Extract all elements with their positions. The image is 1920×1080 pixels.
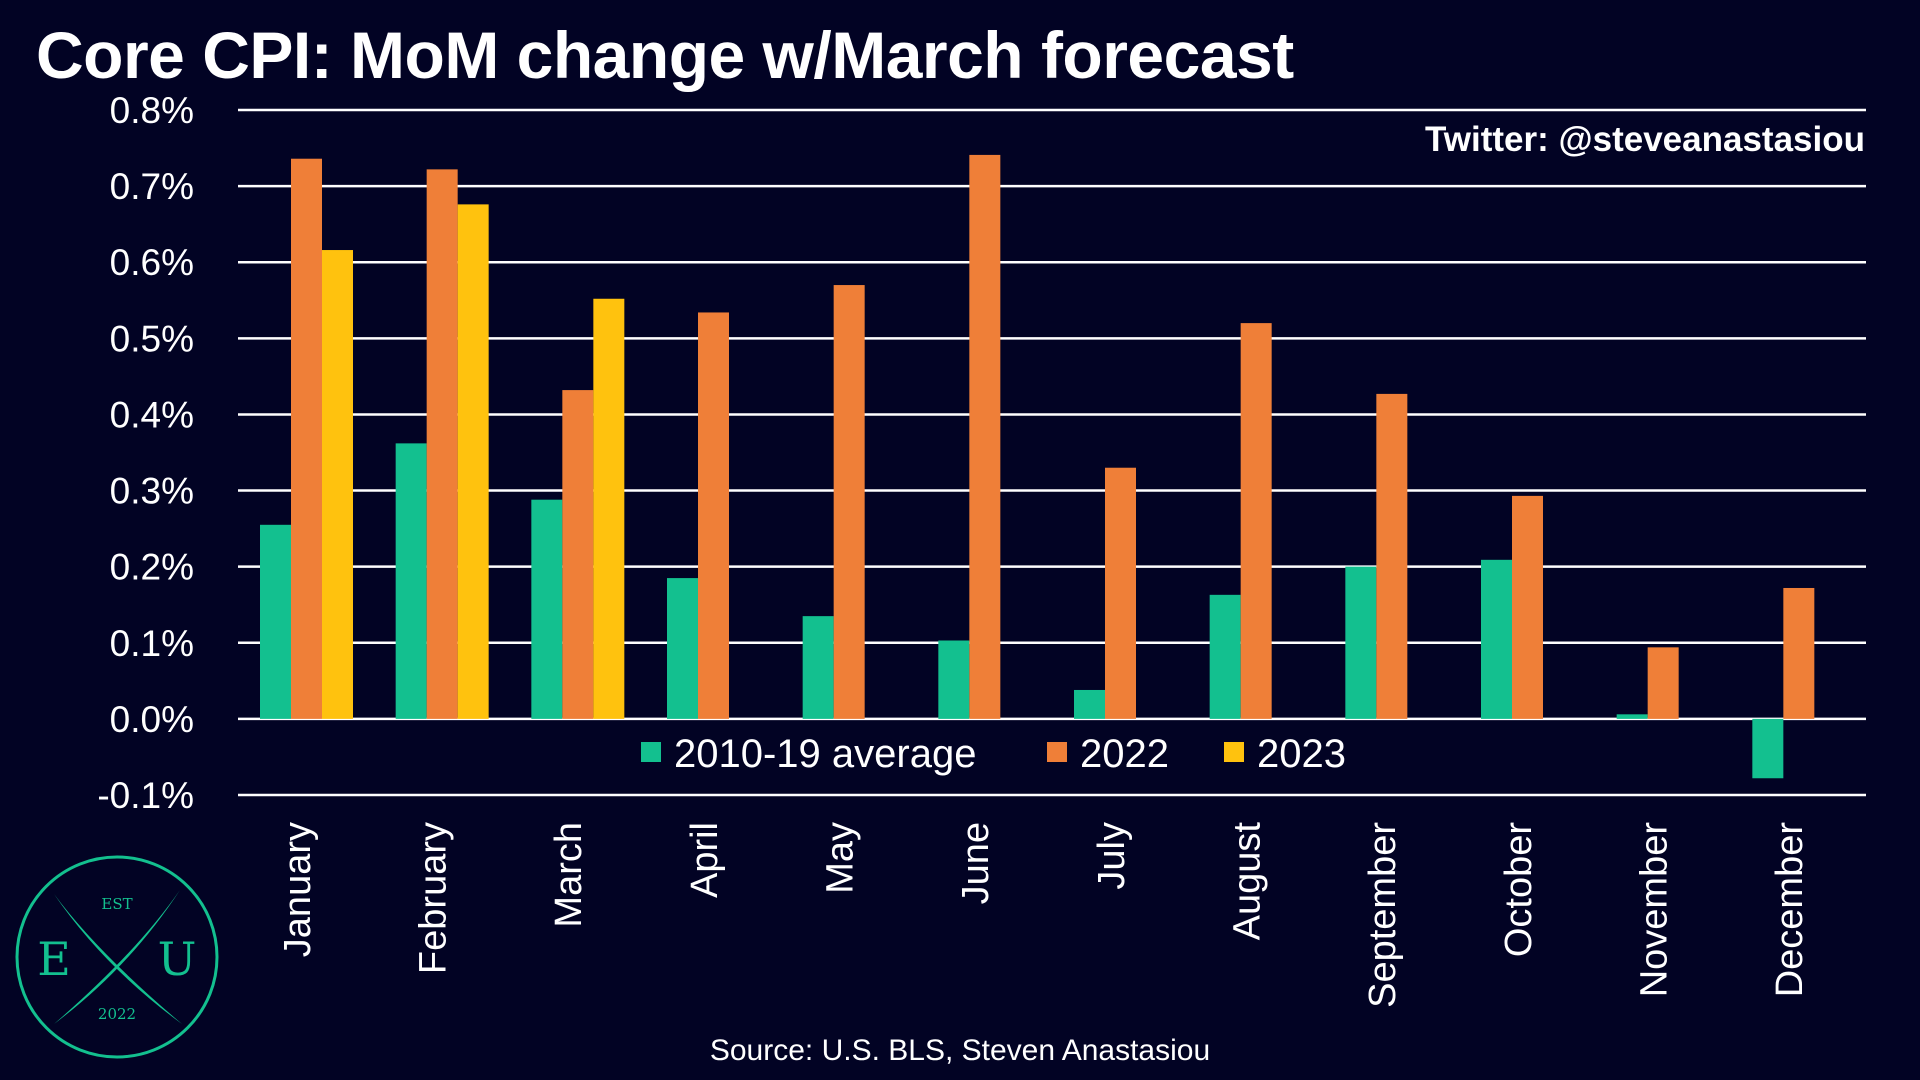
x-tick-label: September: [1362, 822, 1404, 1008]
source-note: Source: U.S. BLS, Steven Anastasiou: [709, 1034, 1211, 1067]
bar-2022-march: [562, 390, 594, 719]
x-tick-label: November: [1634, 822, 1676, 998]
x-tick-label: March: [548, 822, 590, 928]
legend-label: 2023: [1257, 732, 1346, 776]
bar-2022-april: [698, 312, 729, 719]
x-tick-label: December: [1769, 822, 1811, 998]
bar-2023-march: [593, 298, 625, 719]
y-tick-label: 0.0%: [110, 699, 194, 740]
y-tick-label: 0.3%: [110, 471, 194, 512]
bar-2010-19-average-september: [1345, 566, 1377, 719]
bar-2010-19-average-july: [1074, 689, 1105, 719]
bar-2010-19-average-march: [531, 499, 563, 719]
y-tick-label: 0.8%: [110, 90, 194, 131]
logo-top-text: EST: [101, 895, 132, 913]
logo-bottom-text: 2022: [98, 1005, 136, 1023]
bar-2022-november: [1647, 647, 1679, 719]
bar-2022-september: [1376, 393, 1408, 719]
y-axis-ticks: -0.1% 0.0% 0.1% 0.2% 0.3% 0.4% 0.5% 0.6% 0.7% 0.8…: [97, 90, 194, 816]
legend-swatch: [641, 742, 661, 762]
x-tick-label: April: [684, 822, 726, 898]
bar-2010-19-average-april: [667, 578, 698, 719]
x-tick-label: July: [1091, 822, 1133, 890]
bar-2023-january: [322, 250, 353, 719]
legend: 2010-19 average 2022 2023: [641, 732, 1346, 776]
x-tick-label: February: [413, 822, 455, 974]
bar-2022-december: [1783, 587, 1815, 719]
bar-2010-19-average-august: [1209, 594, 1241, 719]
x-tick-label: August: [1227, 822, 1269, 941]
y-tick-label: 0.1%: [110, 623, 194, 664]
logo-left-letter: E: [37, 932, 71, 986]
x-tick-label: October: [1498, 822, 1540, 958]
legend-label: 2010-19 average: [674, 732, 976, 776]
y-tick-label: 0.6%: [110, 242, 194, 283]
x-tick-label: January: [277, 822, 319, 957]
bar-2022-october: [1512, 495, 1543, 719]
x-tick-label: June: [955, 822, 997, 904]
bar-2022-august: [1240, 323, 1272, 719]
y-tick-label: 0.4%: [110, 394, 194, 435]
bar-2022-may: [833, 285, 865, 719]
bar-2010-19-average-november: [1616, 714, 1648, 719]
y-tick-label: 0.5%: [110, 318, 194, 359]
legend-label: 2022: [1080, 732, 1169, 776]
y-tick-label: 0.2%: [110, 547, 194, 588]
bar-2022-june: [969, 154, 1001, 719]
y-tick-label: -0.1%: [97, 775, 194, 816]
chart-title: Core CPI: MoM change w/March forecast: [36, 18, 1294, 92]
bars: [260, 154, 1815, 779]
x-axis-ticks: January February March April May June July Augu…: [277, 822, 1811, 1008]
legend-swatch: [1047, 742, 1067, 762]
bar-2010-19-average-may: [802, 616, 834, 719]
gridlines: [238, 108, 1866, 797]
bar-2022-january: [291, 158, 322, 719]
bar-2022-february: [426, 169, 458, 719]
x-tick-label: May: [820, 822, 862, 894]
twitter-handle: Twitter: @steveanastasiou: [1425, 120, 1865, 159]
bar-2022-july: [1105, 467, 1136, 719]
bar-2010-19-average-february: [395, 443, 427, 719]
bar-2010-19-average-october: [1481, 559, 1512, 719]
logo-right-letter: U: [158, 932, 197, 986]
bar-2010-19-average-january: [260, 524, 291, 719]
bar-2010-19-average-june: [938, 640, 970, 719]
exu-logo: EST E U 2022: [15, 855, 219, 1059]
bar-2010-19-average-december: [1752, 718, 1784, 779]
legend-swatch: [1224, 742, 1244, 762]
y-tick-label: 0.7%: [110, 166, 194, 207]
bar-2023-february: [457, 204, 489, 719]
